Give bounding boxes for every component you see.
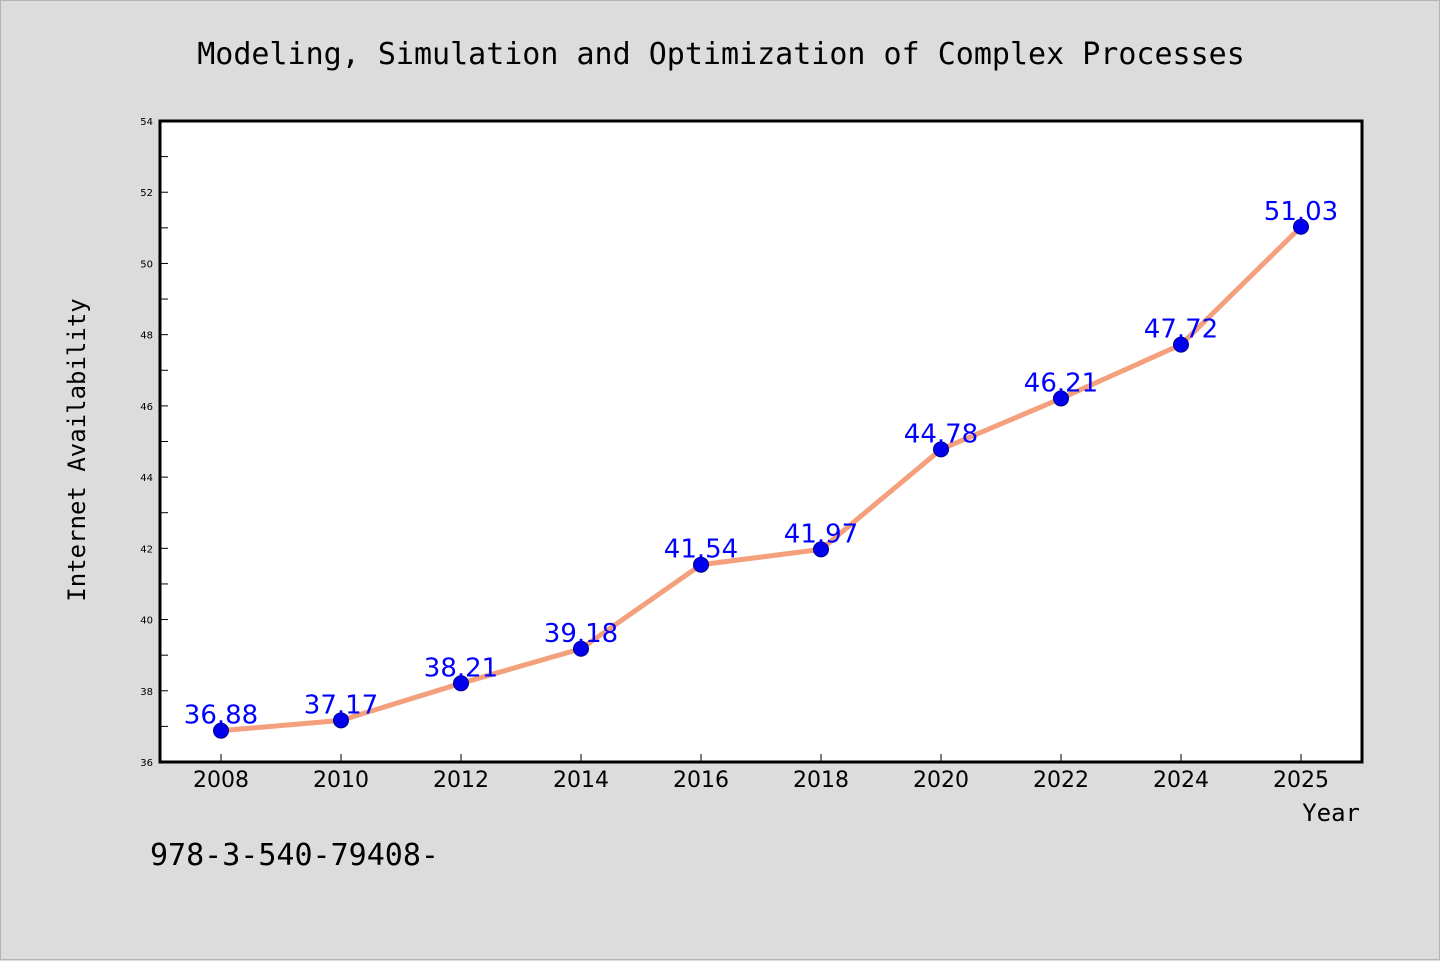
- data-label: 38.21: [424, 653, 498, 683]
- x-tick-label: 2020: [913, 768, 969, 793]
- x-axis-label: Year: [1302, 799, 1360, 827]
- data-point: [693, 556, 709, 573]
- y-tick-label: 52: [140, 188, 153, 199]
- x-tick-label: 2016: [673, 768, 729, 793]
- data-point: [333, 712, 349, 729]
- x-tick-label: 2010: [313, 768, 369, 793]
- data-label: 51.03: [1264, 197, 1338, 227]
- x-tick-label: 2012: [433, 768, 489, 793]
- data-point: [933, 441, 949, 458]
- data-label: 36.88: [184, 701, 258, 731]
- y-axis-label: Internet Availability: [63, 298, 91, 601]
- data-labels: 36.88 37.17 38.21 39.18 41.54 41.97 44.78 46.21…: [184, 197, 1338, 731]
- data-point: [453, 675, 469, 692]
- data-label: 39.18: [544, 619, 618, 649]
- y-tick-label: 46: [140, 402, 153, 413]
- data-point: [573, 640, 589, 657]
- y-tick-label: 42: [140, 544, 153, 555]
- x-tick-label: 2025: [1273, 768, 1329, 793]
- x-tick-label: 2014: [553, 768, 609, 793]
- caption-text: 978-3-540-79408-: [150, 838, 439, 873]
- data-label: 37.17: [304, 690, 378, 720]
- y-tick-label: 44: [140, 473, 153, 484]
- data-label: 44.78: [904, 419, 978, 449]
- data-point: [813, 541, 829, 558]
- series-line: [220, 224, 1303, 734]
- y-tick-label: 50: [140, 259, 153, 270]
- y-tick-label: 36: [140, 758, 153, 769]
- y-tick-label: 38: [140, 687, 153, 698]
- x-tick-label: 2022: [1033, 768, 1089, 793]
- data-point: [1053, 390, 1069, 407]
- data-label: 46.21: [1024, 368, 1098, 398]
- y-tick-label: 48: [140, 331, 153, 342]
- data-point: [1293, 218, 1309, 235]
- y-axis: 36 38 40 42 44 46 48 50 52 54: [140, 117, 168, 769]
- data-point: [213, 722, 229, 739]
- data-label: 41.97: [784, 519, 858, 549]
- plot-area: [158, 119, 1364, 764]
- x-axis: 2008 2010 2012 2014 2016 2018 2020 2022 2024 2025: [193, 754, 1329, 793]
- x-tick-label: 2018: [793, 768, 849, 793]
- chart-title: Modeling, Simulation and Optimization of…: [197, 37, 1245, 72]
- x-tick-label: 2008: [193, 768, 249, 793]
- data-markers: [213, 218, 1309, 739]
- data-point: [1173, 336, 1189, 353]
- data-label: 47.72: [1144, 315, 1218, 345]
- y-tick-label: 54: [140, 117, 153, 128]
- data-label: 41.54: [664, 535, 738, 565]
- y-tick-label: 40: [140, 616, 153, 627]
- x-tick-label: 2024: [1153, 768, 1209, 793]
